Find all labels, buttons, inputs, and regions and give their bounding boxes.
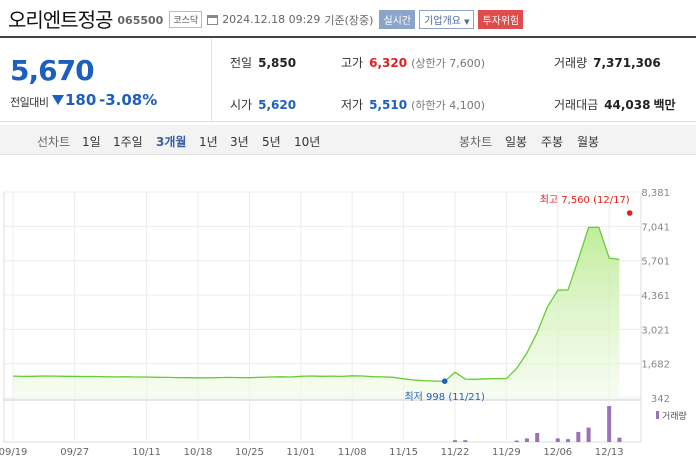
upper-limit: (상한가 7,600) <box>411 57 485 70</box>
tab-3m[interactable]: 3개월 <box>156 135 187 149</box>
day-high: 고가 6,320 (상한가 7,600) <box>341 54 485 71</box>
quote-datetime: 2024.12.18 09:29 <box>222 13 321 26</box>
company-overview-button[interactable]: 기업개요 ▼ <box>419 10 475 29</box>
change-percent: -3.08% <box>99 91 158 109</box>
quote-datetime-suffix: 기준(장중) <box>324 13 374 27</box>
x-tick-label: 11/15 <box>389 447 418 458</box>
volume-legend-label: 거래량 <box>662 410 687 422</box>
day-low: 저가 5,510 (하한가 4,100) <box>341 96 485 113</box>
company-overview-label: 기업개요 <box>424 16 461 27</box>
price-box: 5,670 전일대비 180 -3.08% <box>0 38 212 122</box>
volume-bar <box>586 427 591 442</box>
tab-3y[interactable]: 3년 <box>230 135 249 149</box>
investment-warning-badge[interactable]: 투자위험 <box>478 10 524 29</box>
chart-tabs: 선차트 1일 1주일 3개월 1년 3년 5년 10년 봉차트 일봉 주봉 월봉 <box>0 125 696 155</box>
price-chart: 8,381 7,041 5,701 4,361 3,021 1,682 342 09/19 09… <box>0 188 687 458</box>
volume-bar <box>555 438 560 442</box>
day-high-value: 6,320 <box>369 56 408 70</box>
y-tick-label: 3,021 <box>641 325 670 336</box>
volume-value: 7,371,306 <box>593 56 661 70</box>
stock-header: 오리엔트정공 065500 코스닥 2024.12.18 09:29 기준(장중… <box>0 0 696 36</box>
calendar-icon <box>207 14 219 25</box>
day-high-label: 고가 <box>341 56 364 70</box>
lower-limit: (하한가 4,100) <box>411 99 485 112</box>
y-tick-label: 4,361 <box>641 291 670 302</box>
trade-amount-unit: 백만 <box>653 98 676 112</box>
high-marker <box>626 210 633 216</box>
volume-bar <box>524 438 529 442</box>
line-chart-label: 선차트 <box>37 135 71 149</box>
tab-monthly[interactable]: 월봉 <box>577 135 600 149</box>
y-tick-label: 1,682 <box>641 360 670 371</box>
x-tick-label: 10/25 <box>235 447 264 458</box>
x-tick-label: 10/11 <box>132 447 161 458</box>
tab-1w[interactable]: 1주일 <box>113 135 143 149</box>
y-tick-label: 7,041 <box>641 222 670 233</box>
volume-bar <box>452 440 457 442</box>
change-value: 180 <box>65 91 97 109</box>
trade-amount: 거래대금 44,038 백만 <box>554 96 676 113</box>
x-tick-label: 09/27 <box>60 447 89 458</box>
prev-close: 전일 5,850 <box>230 54 296 71</box>
prev-close-label: 전일 <box>230 56 253 70</box>
x-tick-label: 11/08 <box>338 447 367 458</box>
tab-1y[interactable]: 1년 <box>199 135 218 149</box>
day-low-value: 5,510 <box>369 98 408 112</box>
x-tick-label: 11/22 <box>441 447 470 458</box>
tab-10y[interactable]: 10년 <box>294 135 321 149</box>
market-badge: 코스닥 <box>169 11 203 28</box>
volume-bar <box>535 433 540 442</box>
volume-bar <box>576 431 581 442</box>
trade-amount-label: 거래대금 <box>554 98 599 112</box>
volume: 거래량 7,371,306 <box>554 54 661 71</box>
volume-legend-swatch <box>656 411 659 419</box>
day-low-label: 저가 <box>341 98 364 112</box>
volume-bar <box>514 440 519 442</box>
y-tick-label: 5,701 <box>641 257 670 268</box>
low-marker <box>441 378 448 384</box>
prev-close-value: 5,850 <box>258 56 297 70</box>
open-price: 시가 5,620 <box>230 96 296 113</box>
x-tick-label: 10/18 <box>184 447 213 458</box>
down-arrow-icon <box>52 95 64 105</box>
x-tick-label: 12/06 <box>543 447 572 458</box>
low-annotation: 최저 998 (11/21) <box>404 391 485 403</box>
y-tick-label: 8,381 <box>641 188 670 199</box>
volume-label: 거래량 <box>554 56 588 70</box>
quote-panel: 5,670 전일대비 180 -3.08% 전일 5,850 고가 6,320 (상한… <box>0 36 696 122</box>
y-tick-label: 342 <box>651 394 670 405</box>
price-area <box>13 227 620 398</box>
stock-name: 오리엔트정공 <box>8 7 113 32</box>
tab-daily[interactable]: 일봉 <box>505 135 528 149</box>
open-price-value: 5,620 <box>258 98 297 112</box>
x-tick-label: 12/13 <box>595 447 624 458</box>
high-annotation: 최고 7,560 (12/17) <box>540 194 630 206</box>
volume-bar <box>463 440 468 442</box>
current-price: 5,670 <box>10 54 95 87</box>
open-price-label: 시가 <box>230 98 253 112</box>
change-label: 전일대비 <box>10 96 49 109</box>
price-line <box>12 226 620 382</box>
tab-1d[interactable]: 1일 <box>82 135 101 149</box>
x-tick-label: 11/29 <box>492 447 521 458</box>
volume-bar <box>607 406 612 442</box>
volume-bar <box>617 437 622 442</box>
tab-5y[interactable]: 5년 <box>262 135 281 149</box>
chevron-down-icon: ▼ <box>464 18 470 26</box>
x-tick-label: 11/01 <box>286 447 315 458</box>
x-tick-label: 09/19 <box>0 447 27 458</box>
trade-amount-value: 44,038 <box>604 98 651 112</box>
stock-code: 065500 <box>117 13 164 27</box>
realtime-button[interactable]: 실시간 <box>379 10 416 29</box>
volume-bar <box>566 439 571 442</box>
tab-weekly[interactable]: 주봉 <box>541 135 564 149</box>
candle-chart-label: 봉차트 <box>459 135 493 149</box>
